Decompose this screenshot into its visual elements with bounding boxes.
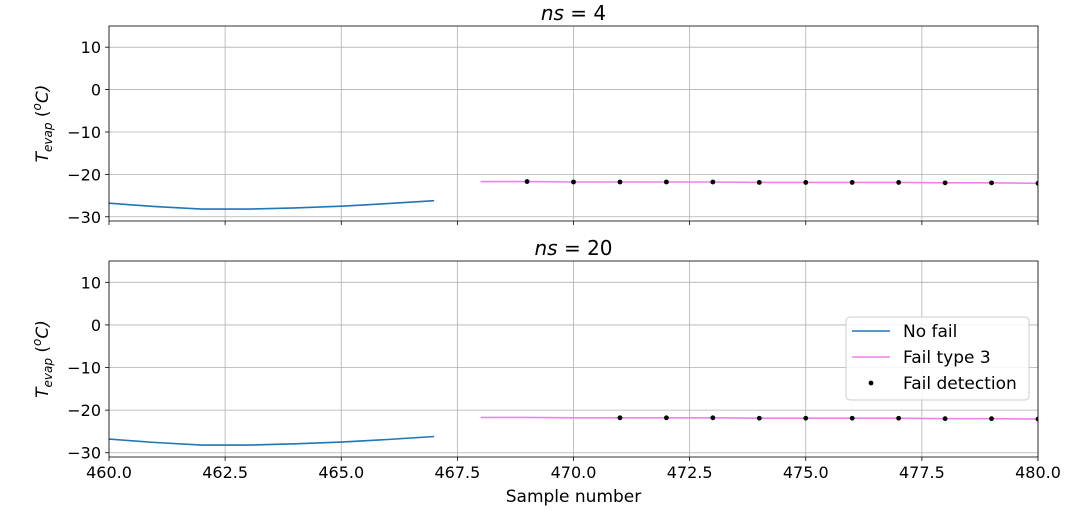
y-tick-label: −20 (67, 401, 101, 420)
x-tick-label: 467.5 (434, 463, 480, 482)
legend: No fail Fail type 3 Fail detection (845, 316, 1030, 401)
detection-point (617, 415, 623, 421)
y-tick-label: −10 (67, 359, 101, 378)
x-tick-label: 470.0 (551, 463, 597, 482)
detection-point (896, 415, 902, 421)
legend-label: Fail detection (903, 374, 1017, 394)
detection-point (1035, 416, 1038, 422)
subplot-1: 10 0 −10 −20 −30 ns = 4 Tevap (oC) (30, 1, 1039, 227)
legend-swatch-point (868, 380, 874, 386)
detection-point (710, 179, 716, 185)
x-axis-label: Sample number (506, 487, 642, 507)
y-tick-label: −30 (67, 208, 101, 227)
x-tick-label: 462.5 (202, 463, 248, 482)
detection-point (942, 416, 948, 422)
detection-point (617, 179, 623, 185)
axes-frame (108, 260, 1039, 458)
legend-label: Fail type 3 (903, 348, 991, 368)
detection-point (664, 415, 669, 421)
y-tick-label: 0 (91, 81, 101, 100)
detection-point (803, 415, 809, 421)
detection-point (896, 180, 902, 185)
plot-area (109, 415, 1038, 446)
detection-point (849, 415, 855, 421)
series-line-no-fail (109, 199, 435, 210)
detection-point (989, 180, 994, 186)
detection-point (803, 180, 809, 185)
x-tick-label: 460.0 (86, 463, 132, 482)
subplot-2: 10 0 −10 −20 −30 ns = 20 Tevap (oC) 460.0 462.5 4… (30, 236, 1061, 507)
series-line-no-fail (109, 435, 435, 446)
x-tick-label: 477.5 (899, 463, 945, 482)
y-tick-label: 10 (81, 38, 101, 57)
detection-point (710, 415, 716, 421)
legend-box (845, 316, 1030, 401)
y-tick-label: 0 (91, 316, 101, 335)
axes-frame (108, 25, 1039, 222)
y-axis-label: Tevap (oC) (30, 320, 55, 398)
subplot-title: ns = 4 (541, 1, 606, 25)
detection-point (756, 415, 762, 421)
y-tick-label: 10 (81, 273, 101, 292)
y-tick-label: −30 (67, 444, 101, 463)
subplot-title: ns = 20 (534, 236, 612, 260)
detection-point (849, 180, 855, 185)
legend-label: No fail (903, 322, 957, 342)
detection-point (989, 416, 994, 422)
detection-point (1035, 180, 1038, 186)
x-tick-label: 465.0 (318, 463, 364, 482)
y-axis-label: Tevap (oC) (30, 85, 55, 163)
detection-point (756, 180, 762, 185)
detection-point (942, 180, 948, 186)
x-tick-label: 475.0 (783, 463, 829, 482)
plot-area (109, 179, 1038, 210)
detection-point (571, 179, 576, 185)
x-tick-label: 472.5 (667, 463, 713, 482)
y-tick-label: −20 (67, 165, 101, 184)
detection-point (524, 179, 530, 184)
y-tick-label: −10 (67, 123, 101, 142)
detection-point (664, 179, 669, 185)
x-tick-label: 480.0 (1015, 463, 1061, 482)
